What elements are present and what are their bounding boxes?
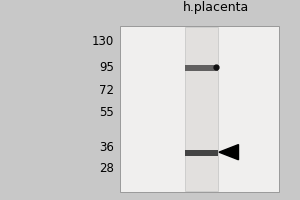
Text: h.placenta: h.placenta bbox=[183, 1, 249, 14]
Text: 72: 72 bbox=[99, 84, 114, 97]
Text: 130: 130 bbox=[92, 35, 114, 48]
Bar bbox=[120, 26, 279, 192]
Text: 55: 55 bbox=[99, 106, 114, 119]
Bar bbox=[184, 65, 218, 71]
Text: 28: 28 bbox=[99, 162, 114, 175]
Polygon shape bbox=[219, 145, 239, 160]
Bar bbox=[184, 150, 218, 156]
Text: 36: 36 bbox=[99, 141, 114, 154]
Bar bbox=[184, 27, 218, 191]
Text: 95: 95 bbox=[99, 61, 114, 74]
